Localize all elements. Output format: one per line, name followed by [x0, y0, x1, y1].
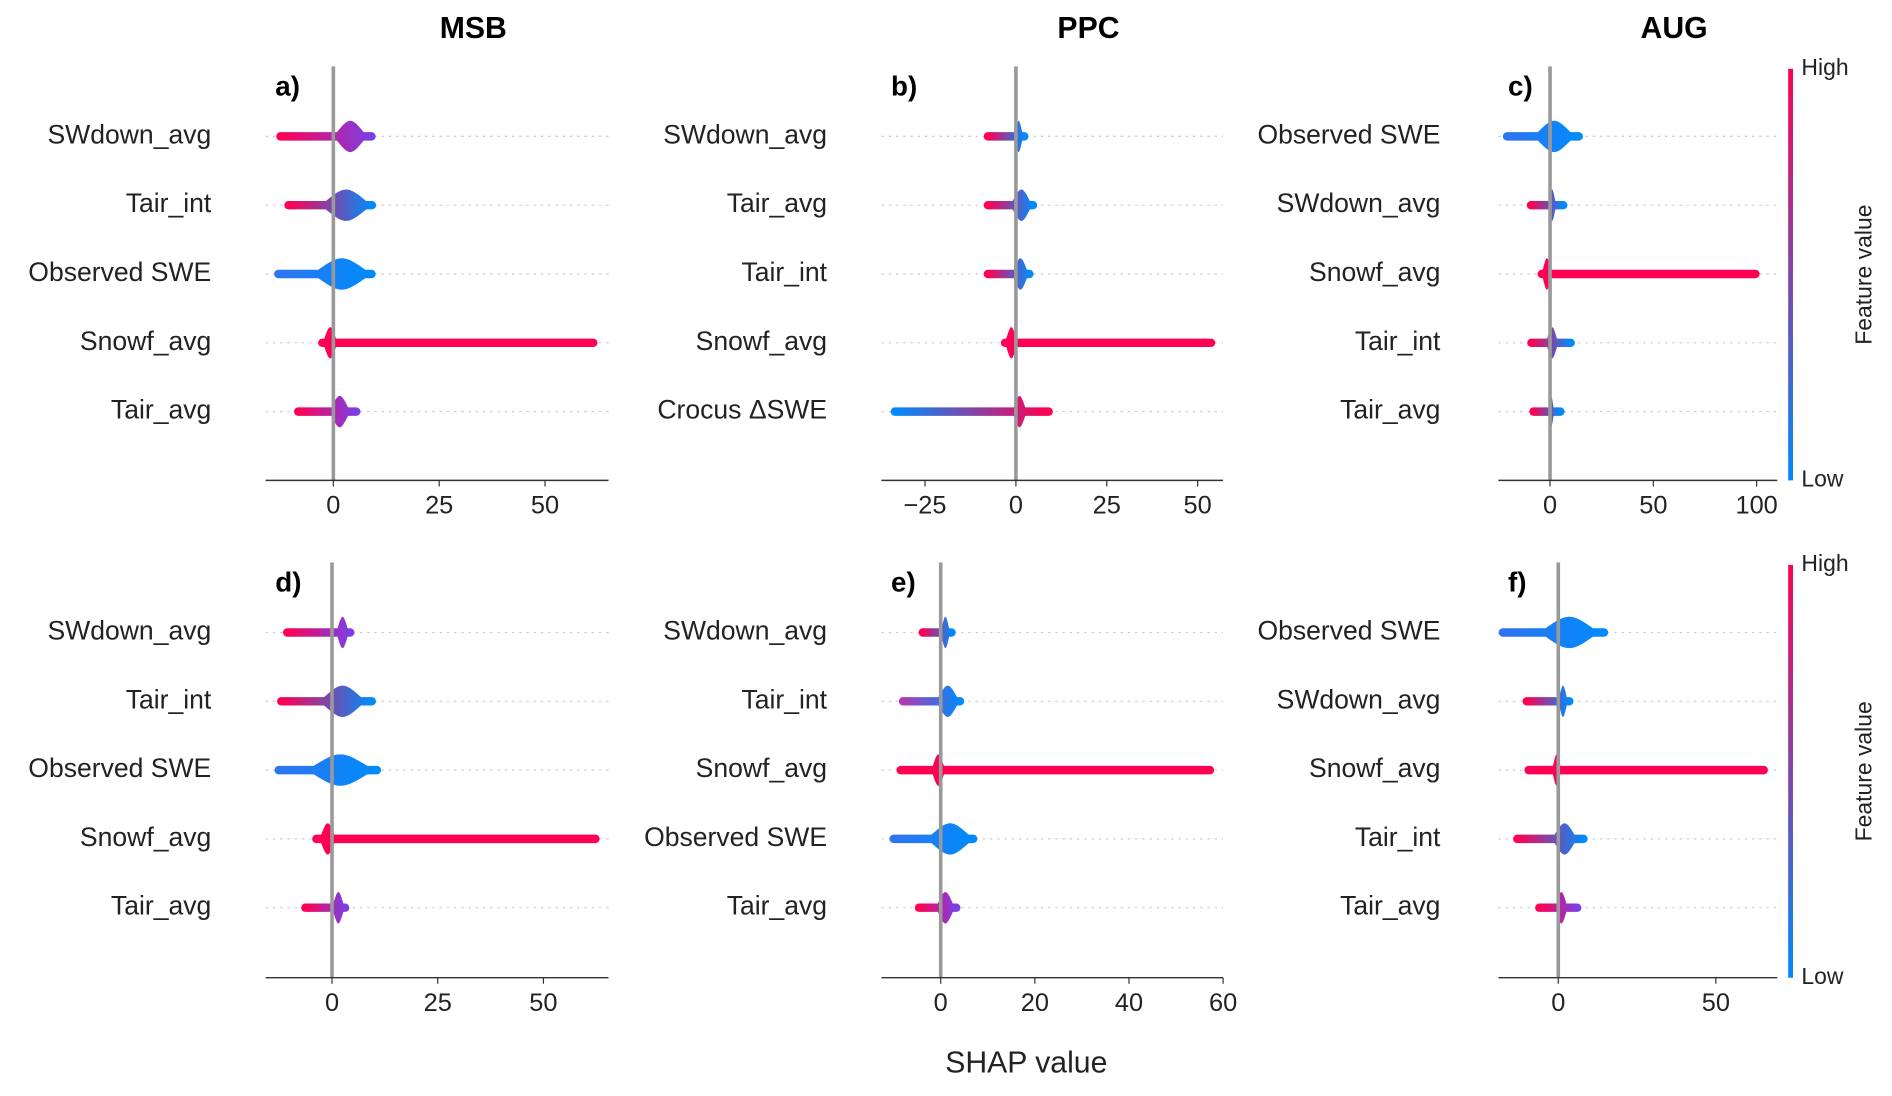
shap-density: [322, 327, 338, 359]
feature-label: Snowf_avg: [1309, 257, 1440, 287]
panel-label: b): [891, 70, 917, 101]
shap-density: [306, 754, 375, 786]
colorbar-label: Feature value: [1850, 701, 1876, 841]
feature-label: Tair_avg: [111, 395, 211, 425]
x-tick-label: 0: [325, 989, 339, 1017]
shap-density: [1533, 120, 1575, 153]
shap-density: [336, 616, 349, 649]
shap-density: [333, 120, 368, 153]
colorbar-low: Low: [1801, 465, 1844, 491]
x-axis-label: SHAP value: [945, 1047, 1107, 1080]
feature-label: SWdown_avg: [1277, 188, 1441, 218]
x-tick-label: 0: [1551, 989, 1565, 1017]
x-tick-label: 50: [1639, 492, 1667, 520]
x-tick-label: 60: [1209, 989, 1237, 1017]
x-tick-label: 50: [529, 989, 557, 1017]
shap-density: [312, 258, 372, 290]
shap-density: [1551, 823, 1578, 855]
shap-density: [1010, 189, 1033, 221]
x-tick-label: 50: [1184, 492, 1212, 520]
colorbar-high: High: [1801, 54, 1848, 80]
x-tick-label: 25: [1093, 492, 1121, 520]
column-title: AUG: [1641, 12, 1708, 45]
shap-density: [931, 754, 946, 786]
panel-label: a): [275, 70, 300, 101]
feature-label: Observed SWE: [28, 753, 211, 783]
shap-density: [320, 189, 372, 221]
feature-label: Tair_int: [741, 257, 827, 287]
feature-label: Observed SWE: [1257, 616, 1440, 646]
panel-label: c): [1508, 70, 1533, 101]
shap-density: [332, 892, 345, 924]
colorbar-high: High: [1801, 550, 1848, 576]
shap-density: [319, 685, 366, 717]
panel-label: f): [1508, 567, 1526, 598]
feature-label: SWdown_avg: [663, 119, 827, 149]
feature-label: Snowf_avg: [80, 822, 211, 852]
x-tick-label: 40: [1115, 989, 1143, 1017]
x-tick-label: 0: [326, 492, 340, 520]
column-title: PPC: [1057, 12, 1119, 45]
shap-density: [1545, 327, 1559, 359]
shap-density: [940, 616, 951, 649]
feature-label: Observed SWE: [644, 822, 827, 852]
feature-label: SWdown_avg: [47, 119, 211, 149]
x-tick-label: 0: [1543, 492, 1557, 520]
feature-label: Snowf_avg: [80, 326, 211, 356]
feature-label: Snowf_avg: [1309, 753, 1440, 783]
feature-label: Tair_int: [1355, 822, 1441, 852]
colorbar-low: Low: [1801, 963, 1844, 989]
feature-label: Tair_avg: [1340, 395, 1440, 425]
feature-label: Tair_avg: [1340, 891, 1440, 921]
feature-label: Observed SWE: [28, 257, 211, 287]
x-tick-label: 20: [1021, 989, 1049, 1017]
panel-label: e): [891, 567, 916, 598]
shap-density: [1558, 685, 1568, 717]
column-title: MSB: [440, 12, 507, 45]
x-tick-label: 100: [1735, 492, 1777, 520]
shap-density: [935, 892, 955, 924]
x-tick-label: −25: [904, 492, 947, 520]
x-tick-label: 0: [934, 989, 948, 1017]
feature-label: Tair_int: [741, 684, 827, 714]
feature-label: SWdown_avg: [47, 616, 211, 646]
feature-label: Tair_int: [1355, 326, 1441, 356]
x-tick-label: 25: [424, 989, 452, 1017]
x-tick-label: 50: [531, 492, 559, 520]
panel-label: d): [275, 567, 301, 598]
x-tick-label: 0: [1009, 492, 1023, 520]
feature-label: Tair_int: [126, 684, 212, 714]
feature-label: Snowf_avg: [696, 326, 827, 356]
feature-label: Tair_avg: [727, 188, 827, 218]
feature-label: SWdown_avg: [663, 616, 827, 646]
x-tick-label: 50: [1702, 989, 1730, 1017]
x-tick-label: 25: [425, 492, 453, 520]
shap-density: [926, 823, 974, 855]
colorbar-label: Feature value: [1850, 205, 1876, 345]
feature-label: Snowf_avg: [696, 753, 827, 783]
feature-label: Observed SWE: [1257, 119, 1440, 149]
feature-label: Tair_avg: [727, 891, 827, 921]
colorbar: [1788, 68, 1793, 481]
shap-density: [1539, 616, 1600, 649]
feature-label: Tair_avg: [111, 891, 211, 921]
feature-label: Crocus ΔSWE: [657, 395, 827, 425]
feature-label: Tair_int: [126, 188, 212, 218]
feature-label: SWdown_avg: [1277, 684, 1441, 714]
colorbar: [1788, 564, 1793, 978]
